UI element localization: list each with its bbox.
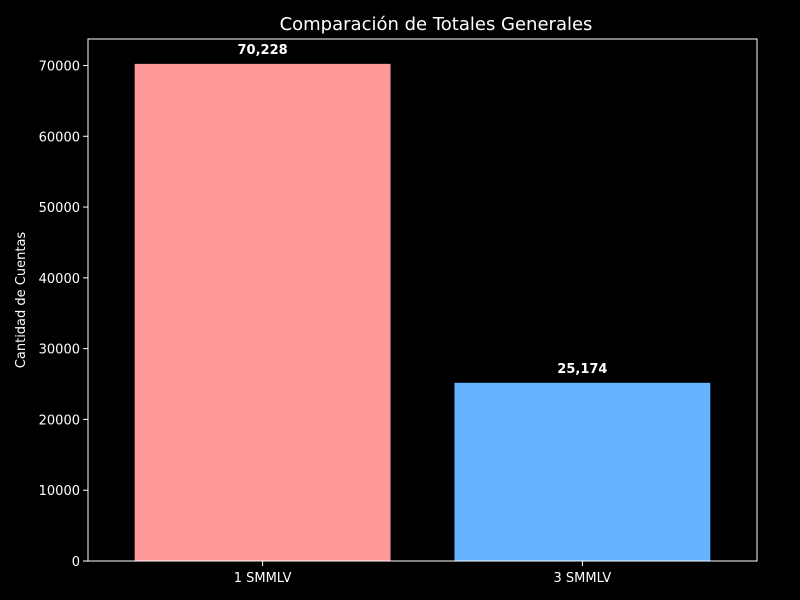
bars-layer [134, 63, 711, 562]
y-tick-label-1: 10000 [39, 484, 80, 499]
y-tick-label-4: 40000 [39, 272, 80, 287]
x-tick-label-1: 3 SMMLV [553, 571, 611, 586]
y-axis-label: Cantidad de Cuentas [14, 232, 29, 369]
y-tick-label-6: 60000 [39, 130, 80, 145]
y-tick-label-7: 70000 [39, 59, 80, 74]
bar-0 [134, 63, 391, 562]
x-axis-ticks: 1 SMMLV 3 SMMLV [234, 561, 611, 586]
y-tick-label-5: 50000 [39, 201, 80, 216]
value-labels: 70,228 25,174 [238, 43, 608, 377]
y-tick-label-2: 20000 [39, 413, 80, 428]
plot-frame [87, 38, 758, 562]
y-tick-label-3: 30000 [39, 343, 80, 358]
value-label-1: 25,174 [557, 362, 607, 377]
chart-title: Comparación de Totales Generales [280, 14, 593, 35]
bar-1 [454, 382, 711, 561]
value-label-0: 70,228 [238, 43, 288, 58]
y-tick-label-0: 0 [72, 555, 80, 570]
x-tick-label-0: 1 SMMLV [234, 571, 292, 586]
y-axis-ticks: 0 10000 20000 30000 40000 50000 60000 70000 [39, 59, 88, 570]
